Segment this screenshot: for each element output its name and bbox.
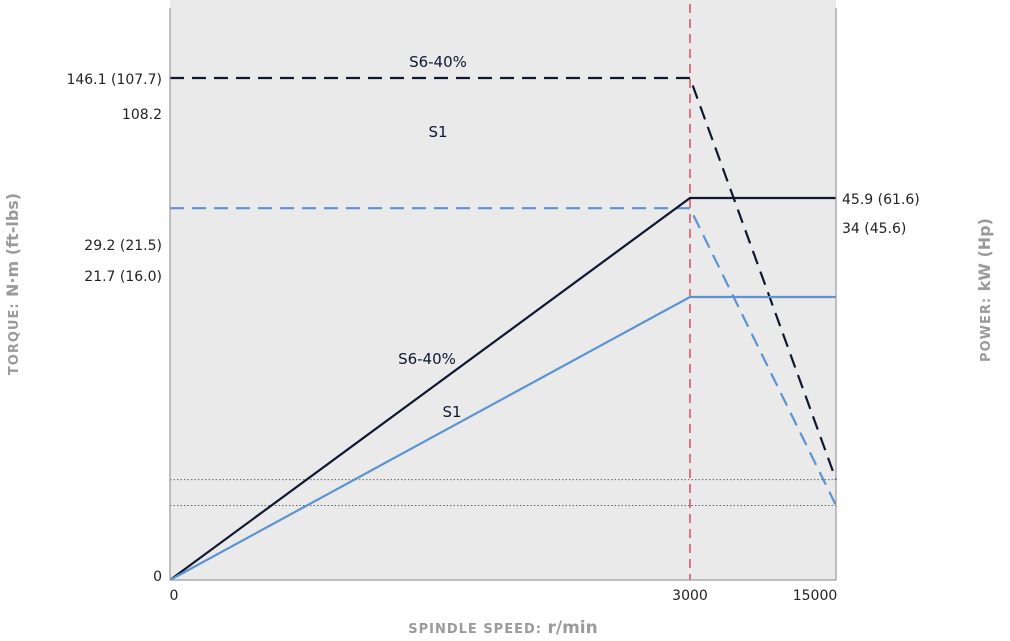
series-line-power-s6-40	[169, 196, 836, 581]
y-right-tick-label-45: 45.9 (61.6)	[842, 192, 920, 208]
y-tick-label-0: 0	[153, 569, 162, 585]
series-label-s6-torque: S6-40%	[409, 53, 467, 71]
y-axis-title-right: POWER: kW (Hp)	[975, 218, 994, 362]
y-axis-title-left-prefix: TORQUE:	[7, 297, 22, 375]
y-axis-title-right-unit: kW (Hp)	[975, 218, 994, 291]
y-tick-label-108: 108.2	[122, 107, 162, 123]
y-tick-label-21: 21.7 (16.0)	[84, 269, 162, 285]
series-line-power-s1	[169, 295, 836, 581]
x-tick-label-0: 0	[170, 588, 179, 604]
series-line-torque-s1	[170, 207, 837, 506]
series-label-s1-torque: S1	[428, 123, 447, 141]
y-right-tick-label-34: 34 (45.6)	[842, 221, 906, 237]
y-axis-title-right-prefix: POWER:	[979, 291, 994, 362]
x-tick-label-3000: 3000	[672, 588, 708, 604]
series-label-s1-power: S1	[442, 403, 461, 421]
y-axis-title-left-unit: N·m (ft-lbs)	[3, 193, 22, 297]
series-line-torque-s6-40	[170, 76, 838, 481]
plot-background	[170, 0, 836, 580]
x-axis-title-unit: r/min	[548, 618, 598, 638]
grid-layer	[170, 479, 836, 506]
y-axis-title-left: TORQUE: N·m (ft-lbs)	[3, 193, 22, 375]
x-tick-label-15000: 15000	[793, 588, 838, 604]
series-label-s6-power: S6-40%	[398, 350, 456, 368]
y-tick-label-146: 146.1 (107.7)	[66, 72, 162, 88]
x-axis-title-prefix: SPINDLE SPEED:	[408, 622, 547, 637]
x-axis-title: SPINDLE SPEED: r/min	[408, 618, 598, 638]
y-tick-label-29: 29.2 (21.5)	[84, 238, 162, 254]
series-layer	[169, 76, 838, 581]
